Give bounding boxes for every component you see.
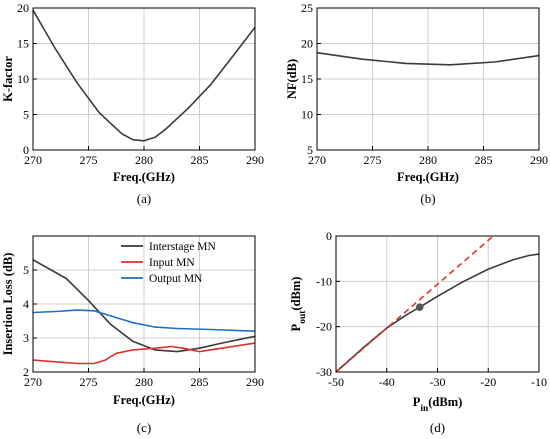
panel-caption: (c) [137, 420, 151, 435]
panel-b-noise-figure: 270 275 280 285 290 5 10 15 20 25 Freq.(GHz) NF(dB)… [285, 1, 548, 206]
legend-label: Interstage MN [149, 241, 216, 253]
x-tick-label: 285 [475, 153, 493, 167]
data-marker [415, 303, 424, 311]
y-tick-label: 10 [17, 72, 29, 86]
y-tick-label: 5 [307, 143, 313, 157]
y-tick-label: 2 [23, 365, 29, 379]
panel-d-power-curve: -50 -40 -30 -20 -10 0 -10 -20 -30 Pin(dBm) Pout(dB… [289, 229, 547, 435]
panel-caption: (d) [430, 420, 445, 435]
x-tick-label: 290 [246, 153, 264, 167]
x-tick-label: 290 [530, 153, 548, 167]
x-tick-label: -20 [480, 375, 496, 389]
y-tick-label: 3 [23, 331, 29, 345]
y-tick-label: 4 [23, 297, 29, 311]
x-tick-label: 270 [24, 375, 42, 389]
panel-caption: (a) [137, 191, 151, 206]
y-tick-label: 5 [23, 108, 29, 122]
y-tick-label: 20 [301, 37, 313, 51]
series-line-2 [335, 235, 494, 373]
y-tick-label: -10 [316, 274, 332, 288]
panel-caption: (b) [420, 191, 435, 206]
y-tick-label: 5 [23, 263, 29, 277]
legend-label: Input MN [149, 257, 195, 269]
x-tick-label: 275 [80, 375, 98, 389]
x-tick-label: 270 [24, 153, 42, 167]
y-tick-label: -30 [316, 365, 332, 379]
y-tick-label: 25 [301, 1, 313, 15]
legend-label: Output MN [149, 273, 203, 285]
x-tick-label: 285 [191, 375, 209, 389]
x-tick-label: -30 [430, 375, 446, 389]
x-tick-label: 280 [419, 153, 437, 167]
x-tick-label: -50 [328, 375, 344, 389]
x-axis-label: Pin(dBm) [413, 395, 463, 414]
y-tick-label: 0 [23, 143, 29, 157]
x-tick-label: 280 [135, 375, 153, 389]
y-axis-label: Insertion Loss (dB) [1, 253, 15, 356]
x-tick-label: 290 [246, 375, 264, 389]
series-line-input-mn [32, 342, 256, 365]
series-line-1 [335, 253, 540, 373]
x-axis-label: Freq.(GHz) [397, 170, 459, 184]
y-tick-label: 15 [17, 37, 29, 51]
y-axis-label: Pout(dBm) [289, 277, 308, 332]
series-line-1 [316, 51, 540, 66]
x-axis-label: Freq.(GHz) [113, 393, 175, 407]
x-tick-label: 275 [364, 153, 382, 167]
x-tick-label: -40 [379, 375, 395, 389]
panel-c-insertion-loss: 270 275 280 285 290 2 3 4 5 Freq.(GHz) Insertion L… [1, 235, 264, 435]
x-tick-label: 275 [80, 153, 98, 167]
y-tick-label: 10 [301, 108, 313, 122]
x-tick-label: 270 [308, 153, 326, 167]
x-tick-label: 280 [135, 153, 153, 167]
series-line-interstage-mn [32, 259, 256, 353]
y-tick-label: 15 [301, 72, 313, 86]
x-axis-label: Freq.(GHz) [113, 170, 175, 184]
x-tick-label: 285 [191, 153, 209, 167]
y-axis-label: K-factor [1, 56, 15, 102]
y-tick-label: 0 [326, 229, 332, 243]
y-tick-label: 20 [17, 1, 29, 15]
panel-a-k-factor: 270 275 280 285 290 0 5 10 15 20 Freq.(GHz) K-facto… [1, 1, 264, 206]
y-axis-label: NF(dB) [285, 59, 299, 99]
x-tick-label: -10 [531, 375, 547, 389]
series-line-1 [32, 9, 256, 142]
series-line-output-mn [32, 309, 256, 332]
y-tick-label: -20 [316, 320, 332, 334]
